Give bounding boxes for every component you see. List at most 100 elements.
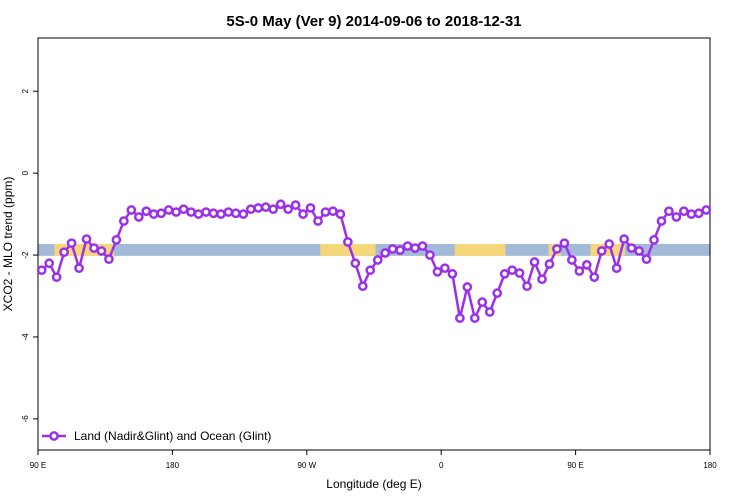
data-point bbox=[552, 244, 562, 254]
data-point bbox=[626, 243, 637, 253]
data-point bbox=[238, 209, 249, 219]
data-point bbox=[111, 235, 122, 245]
x-tick-label: 90 W bbox=[297, 461, 316, 470]
x-tick-label: 90 E bbox=[567, 461, 583, 470]
data-point bbox=[208, 208, 219, 219]
x-tick-label: 0 bbox=[439, 461, 444, 470]
data-point bbox=[44, 258, 55, 269]
x-tick-label: 180 bbox=[703, 461, 717, 470]
data-point bbox=[350, 258, 361, 269]
data-point bbox=[313, 216, 323, 226]
data-point bbox=[529, 257, 540, 267]
data-point bbox=[193, 209, 204, 219]
chart-title: 5S-0 May (Ver 9) 2014-09-06 to 2018-12-3… bbox=[226, 13, 521, 30]
data-point bbox=[119, 216, 129, 226]
data-point bbox=[656, 216, 667, 226]
y-tick-label: -4 bbox=[21, 333, 30, 341]
data-point bbox=[171, 207, 181, 217]
x-axis-label: Longitude (deg E) bbox=[326, 477, 421, 491]
data-point bbox=[604, 239, 615, 249]
data-point bbox=[440, 263, 450, 274]
data-point bbox=[186, 207, 196, 217]
land-band bbox=[454, 244, 506, 256]
legend-marker bbox=[49, 431, 59, 441]
data-point bbox=[395, 245, 405, 255]
data-point bbox=[492, 288, 503, 298]
data-point bbox=[380, 248, 391, 258]
data-point bbox=[432, 266, 443, 277]
data-point bbox=[260, 202, 271, 212]
data-point bbox=[96, 246, 107, 256]
data-point bbox=[36, 265, 47, 276]
data-point bbox=[89, 243, 99, 253]
data-point bbox=[679, 206, 689, 217]
data-point bbox=[641, 254, 652, 265]
data-point bbox=[693, 208, 704, 219]
data-point bbox=[514, 268, 525, 278]
data-point bbox=[365, 265, 376, 276]
y-tick-label: -6 bbox=[21, 415, 30, 423]
data-point bbox=[484, 307, 495, 317]
legend-label: Land (Nadir&Glint) and Ocean (Glint) bbox=[74, 429, 271, 443]
data-point bbox=[305, 203, 316, 213]
data-point bbox=[447, 269, 458, 279]
data-point bbox=[686, 209, 697, 219]
data-point bbox=[275, 199, 286, 210]
data-point bbox=[335, 209, 346, 219]
land-band bbox=[590, 244, 625, 256]
data-point bbox=[477, 297, 488, 308]
data-point bbox=[596, 246, 607, 256]
data-point bbox=[74, 263, 84, 274]
data-point bbox=[126, 205, 137, 215]
data-point bbox=[619, 234, 629, 244]
data-point bbox=[559, 238, 570, 249]
data-point bbox=[507, 265, 517, 276]
data-point bbox=[425, 250, 435, 260]
data-point bbox=[328, 206, 338, 217]
data-point bbox=[522, 281, 532, 292]
data-point bbox=[59, 247, 69, 258]
data-point bbox=[649, 235, 659, 245]
data-point bbox=[81, 234, 92, 244]
data-point bbox=[245, 204, 256, 215]
y-tick-label: -2 bbox=[21, 251, 30, 259]
data-point bbox=[216, 209, 226, 219]
data-point bbox=[589, 272, 600, 283]
data-point bbox=[51, 272, 62, 283]
data-point bbox=[141, 206, 152, 217]
data-point bbox=[163, 205, 174, 215]
data-point bbox=[417, 241, 428, 251]
data-point bbox=[133, 212, 144, 222]
data-point bbox=[231, 208, 241, 219]
x-tick-label: 90 E bbox=[30, 461, 46, 470]
data-point bbox=[148, 209, 159, 219]
data-point bbox=[268, 204, 279, 215]
data-point bbox=[290, 200, 301, 210]
data-point bbox=[611, 263, 622, 274]
data-point bbox=[469, 313, 480, 323]
data-point bbox=[567, 255, 577, 265]
data-point bbox=[499, 269, 510, 279]
data-point bbox=[410, 243, 420, 253]
data-point bbox=[283, 204, 293, 215]
data-point bbox=[574, 266, 585, 276]
data-point bbox=[343, 237, 353, 247]
data-point bbox=[455, 313, 465, 323]
data-point bbox=[634, 246, 644, 256]
y-axis-label: XCO2 - MLO trend (ppm) bbox=[1, 177, 15, 312]
data-point bbox=[664, 206, 674, 217]
data-point bbox=[178, 204, 189, 215]
data-point bbox=[372, 255, 383, 265]
data-point bbox=[701, 205, 712, 215]
data-point bbox=[544, 259, 555, 269]
data-point bbox=[156, 208, 167, 219]
data-point bbox=[298, 209, 308, 219]
data-point bbox=[462, 282, 473, 292]
data-point bbox=[537, 274, 547, 285]
x-tick-label: 180 bbox=[166, 461, 180, 470]
data-point bbox=[357, 281, 368, 292]
data-point bbox=[320, 207, 331, 217]
data-point bbox=[201, 207, 211, 217]
data-point bbox=[581, 260, 592, 270]
plot-frame bbox=[37, 37, 711, 451]
